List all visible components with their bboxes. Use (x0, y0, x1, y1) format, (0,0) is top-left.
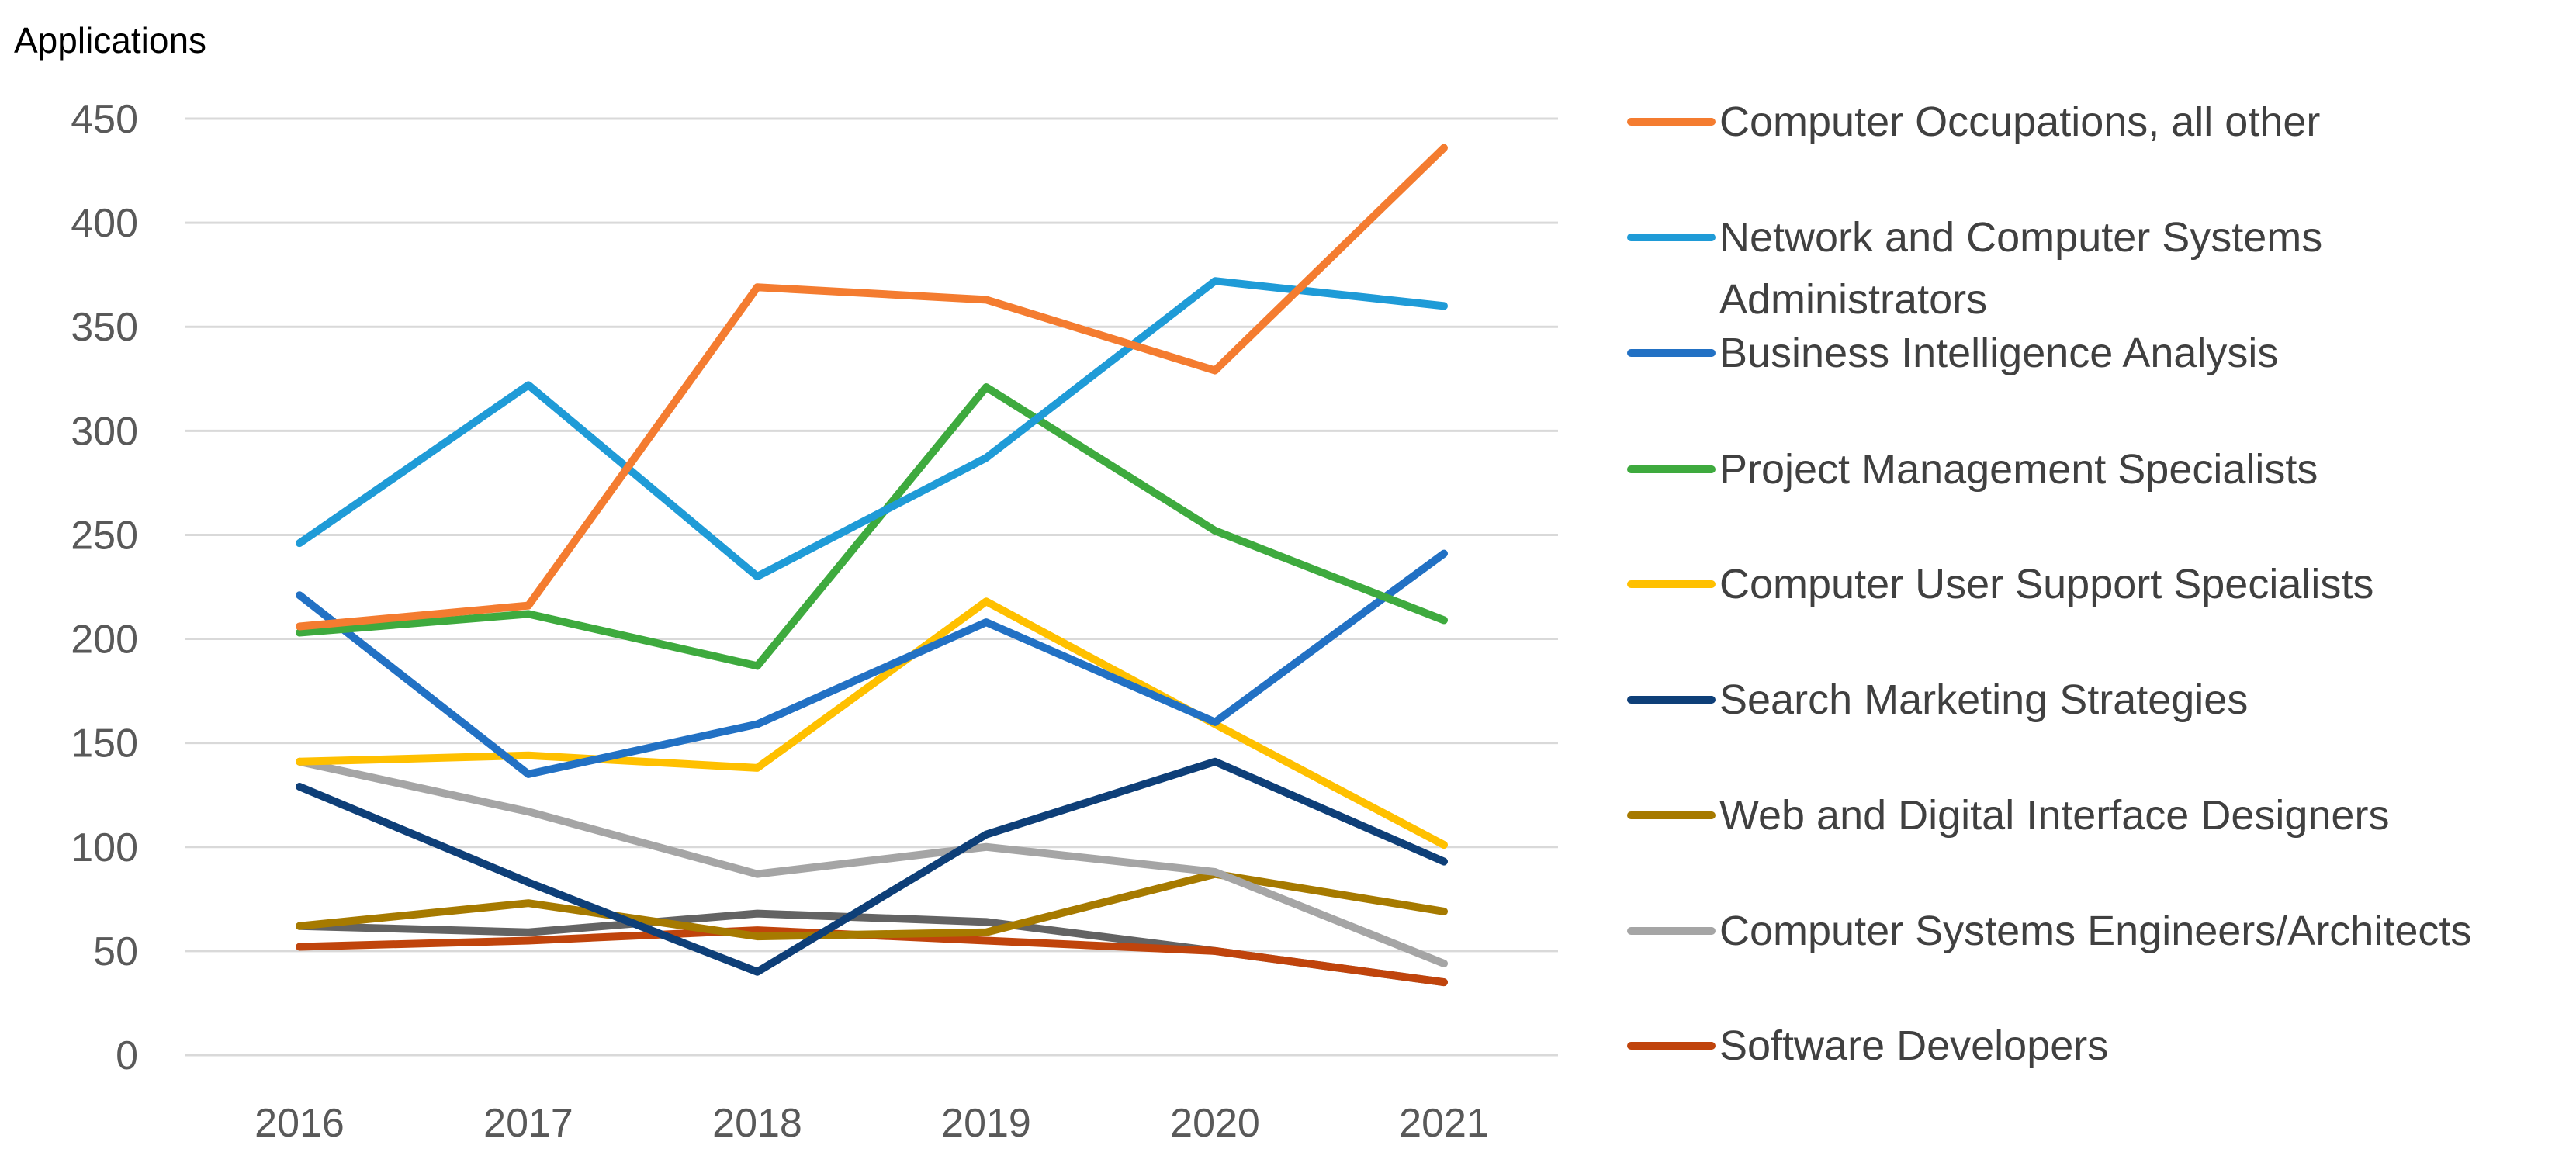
legend-item-1: Network and Computer Systems Administrato… (1627, 214, 2322, 323)
series-line-0 (296, 144, 1448, 631)
y-tick-label: 150 (71, 721, 138, 766)
y-tick-label: 350 (71, 305, 138, 350)
series-line-1 (296, 277, 1448, 581)
legend-label: Web and Digital Interface Designers (1719, 792, 2389, 839)
y-tick-label: 0 (116, 1033, 138, 1078)
x-axis-ticks: 2016 2017 2018 2019 2020 2021 (254, 1101, 1489, 1146)
series-line-3 (296, 383, 1448, 670)
y-tick-label: 200 (71, 618, 138, 663)
y-axis-ticks: 0 50 100 150 200 250 300 350 400 450 (71, 97, 138, 1078)
y-tick-label: 50 (93, 929, 138, 974)
legend-label: Search Marketing Strategies (1719, 676, 2248, 723)
y-tick-label: 100 (71, 825, 138, 870)
series-line-9 (296, 909, 1448, 987)
legend-label: Software Developers (1719, 1022, 2108, 1069)
legend-item-3: Project Management Specialists (1627, 446, 2318, 493)
legend-label-line: Administrators (1719, 276, 1987, 323)
series-line-2 (296, 549, 1448, 778)
gridlines (185, 117, 1558, 1057)
legend-item-5: Search Marketing Strategies (1627, 676, 2248, 723)
legend-label: Project Management Specialists (1719, 446, 2318, 493)
legend-item-6: Web and Digital Interface Designers (1627, 792, 2389, 839)
legend-item-7: Computer Systems Engineers/Architects (1627, 908, 2471, 954)
series-lines (296, 144, 1448, 987)
series-line-6 (296, 870, 1448, 941)
series-line-5 (296, 757, 1448, 976)
series-line-4 (296, 597, 1448, 849)
legend-label: Computer Systems Engineers/Architects (1719, 908, 2471, 954)
y-tick-label: 400 (71, 201, 138, 246)
legend-item-2: Business Intelligence Analysis (1627, 330, 2278, 376)
legend-item-0: Computer Occupations, all other (1627, 99, 2320, 145)
x-tick-label: 2021 (1399, 1101, 1489, 1146)
x-tick-label: 2020 (1170, 1101, 1260, 1146)
legend-label-line: Network and Computer Systems (1719, 214, 2322, 261)
legend: Computer Occupations, all other Network a… (1627, 99, 2471, 1069)
legend-label: Computer User Support Specialists (1719, 561, 2373, 607)
y-axis-title: Applications (14, 20, 206, 61)
y-tick-label: 300 (71, 409, 138, 454)
legend-label: Computer Occupations, all other (1719, 99, 2320, 145)
y-tick-label: 250 (71, 513, 138, 558)
y-tick-label: 450 (71, 97, 138, 142)
x-tick-label: 2019 (941, 1101, 1031, 1146)
legend-item-4: Computer User Support Specialists (1627, 561, 2373, 607)
x-tick-label: 2017 (483, 1101, 573, 1146)
series-line-7 (296, 757, 1448, 967)
x-tick-label: 2018 (712, 1101, 802, 1146)
legend-label: Network and Computer Systems Administrato… (1719, 214, 2322, 323)
legend-label: Business Intelligence Analysis (1719, 330, 2278, 376)
legend-item-8: Software Developers (1627, 1022, 2108, 1069)
x-tick-label: 2016 (254, 1101, 345, 1146)
